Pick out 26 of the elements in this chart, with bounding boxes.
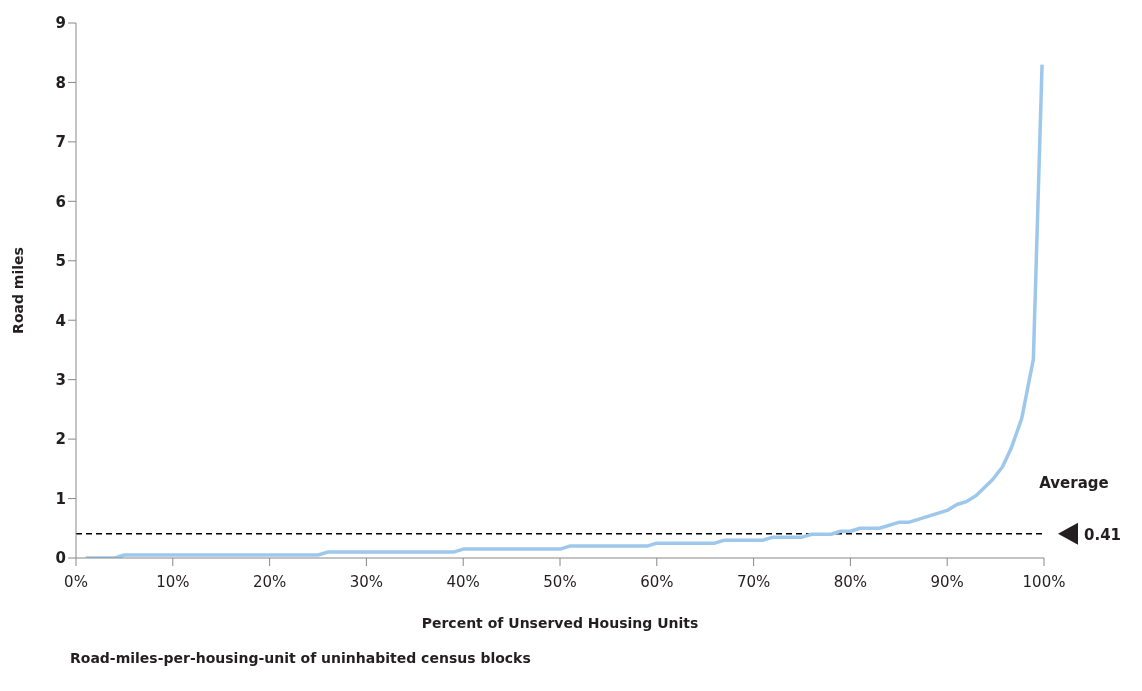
y-tick-label: 2 bbox=[55, 430, 66, 449]
x-tick-label: 30% bbox=[349, 572, 384, 591]
y-tick-label: 6 bbox=[55, 192, 66, 211]
y-tick-label: 3 bbox=[55, 370, 66, 389]
x-axis-title: Percent of Unserved Housing Units bbox=[421, 615, 699, 631]
x-tick-label: 0% bbox=[64, 572, 88, 591]
y-tick-label: 4 bbox=[55, 311, 66, 330]
y-tick-label: 1 bbox=[55, 489, 66, 508]
x-tick-label: 70% bbox=[736, 572, 771, 591]
x-tick-label: 60% bbox=[640, 572, 674, 591]
x-tick-label: 40% bbox=[446, 572, 480, 591]
x-tick-label: 10% bbox=[156, 572, 190, 591]
x-tick-label: 50% bbox=[543, 572, 577, 591]
x-tick-label: 20% bbox=[252, 572, 287, 591]
x-tick-label: 80% bbox=[833, 572, 868, 591]
annotation: Average bbox=[1039, 473, 1109, 492]
y-axis-title: Road miles bbox=[9, 247, 26, 334]
y-tick-label: 5 bbox=[55, 252, 66, 271]
y-tick-label: 0 bbox=[55, 549, 66, 568]
ref-line-label: 0.41 bbox=[1084, 525, 1122, 544]
y-tick-label: 7 bbox=[55, 133, 66, 152]
y-tick-label: 9 bbox=[55, 14, 66, 33]
text: Road-miles-per-housing-unit of uninhabited census blocks bbox=[70, 650, 531, 666]
x-tick-label: 100% bbox=[1022, 572, 1066, 591]
x-tick-label: 90% bbox=[930, 572, 964, 591]
y-tick-label: 8 bbox=[55, 73, 66, 92]
